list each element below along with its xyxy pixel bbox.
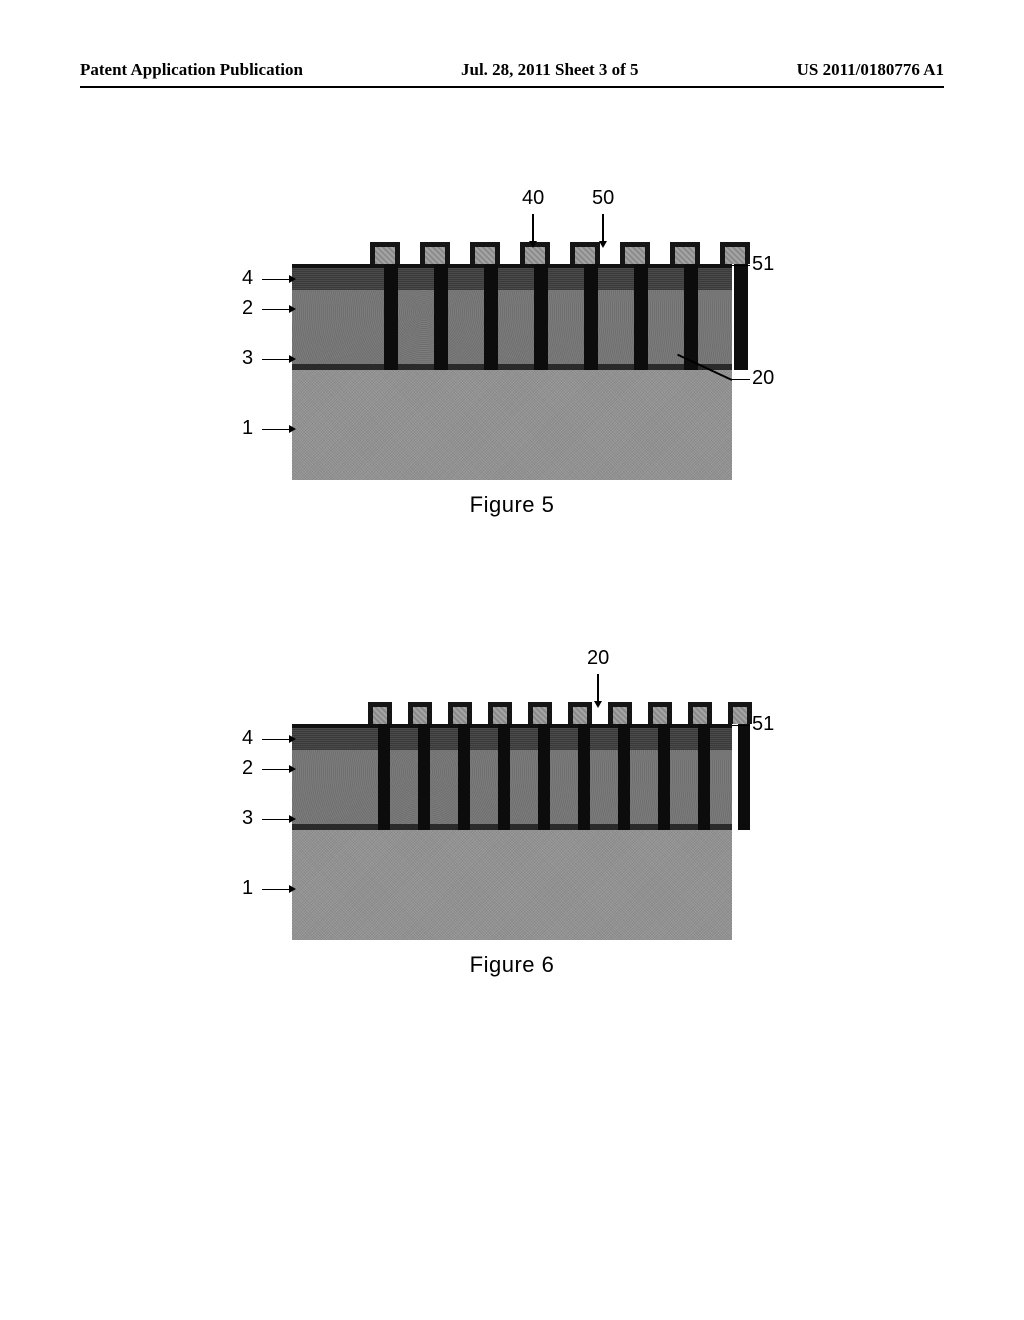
leader-line [262, 359, 290, 361]
cap-block [608, 702, 632, 724]
leader-line [262, 769, 290, 771]
label-51: 51 [752, 713, 774, 736]
pillar [418, 724, 430, 830]
cap-block [620, 242, 650, 264]
label-3: 3 [242, 347, 253, 370]
leader-line [602, 214, 604, 242]
layer-active [292, 290, 732, 364]
label-20: 20 [587, 647, 609, 670]
pillar [458, 724, 470, 830]
leader-line [262, 429, 290, 431]
pillar [378, 724, 390, 830]
header-right: US 2011/0180776 A1 [797, 60, 944, 80]
cap-block [420, 242, 450, 264]
cap-block [488, 702, 512, 724]
pillar [634, 264, 648, 370]
label-2: 2 [242, 297, 253, 320]
leader-line [262, 309, 290, 311]
pillar [698, 724, 710, 830]
pillar [578, 724, 590, 830]
header-left: Patent Application Publication [80, 60, 303, 80]
leader-line [732, 379, 750, 381]
label-3: 3 [242, 807, 253, 830]
cross-section: 423151204050 [232, 220, 792, 480]
pillar [618, 724, 630, 830]
cap-block [368, 702, 392, 724]
cap-block [728, 702, 752, 724]
cap-block [688, 702, 712, 724]
leader-line [532, 214, 534, 242]
cross-section: 42315120 [232, 680, 792, 940]
label-1: 1 [242, 417, 253, 440]
cap-block [570, 242, 600, 264]
label-2: 2 [242, 757, 253, 780]
layer-surface [292, 264, 732, 268]
cap-block [670, 242, 700, 264]
pillar [384, 264, 398, 370]
leader-line [262, 739, 290, 741]
label-50: 50 [592, 187, 614, 210]
cap-block [408, 702, 432, 724]
pillar [484, 264, 498, 370]
layer-top [292, 268, 732, 290]
label-4: 4 [242, 727, 253, 750]
pillar [534, 264, 548, 370]
pillar [734, 264, 748, 370]
pillar [498, 724, 510, 830]
page-header: Patent Application Publication Jul. 28, … [80, 60, 944, 88]
cap-block [370, 242, 400, 264]
cap-block [648, 702, 672, 724]
label-4: 4 [242, 267, 253, 290]
figure-caption: Figure 6 [232, 952, 792, 978]
label-1: 1 [242, 877, 253, 900]
figure-5: 423151204050Figure 5 [232, 220, 792, 518]
figure-6: 42315120Figure 6 [232, 680, 792, 978]
cap-block [448, 702, 472, 724]
leader-line [262, 279, 290, 281]
label-51: 51 [752, 253, 774, 276]
header-center: Jul. 28, 2011 Sheet 3 of 5 [461, 60, 639, 80]
figure-caption: Figure 5 [232, 492, 792, 518]
leader-line [732, 725, 750, 727]
cap-block [528, 702, 552, 724]
layer-substrate [292, 830, 732, 940]
pillar [584, 264, 598, 370]
label-20: 20 [752, 367, 774, 390]
leader-line [262, 889, 290, 891]
layer-barrier [292, 364, 732, 370]
cap-block [720, 242, 750, 264]
pillar [538, 724, 550, 830]
pillar [684, 264, 698, 370]
cap-block [470, 242, 500, 264]
label-40: 40 [522, 187, 544, 210]
pillar [434, 264, 448, 370]
leader-line [597, 674, 599, 702]
leader-line [732, 265, 750, 267]
cap-block [568, 702, 592, 724]
leader-line [262, 819, 290, 821]
layer-substrate [292, 370, 732, 480]
pillar [738, 724, 750, 830]
pillar [658, 724, 670, 830]
